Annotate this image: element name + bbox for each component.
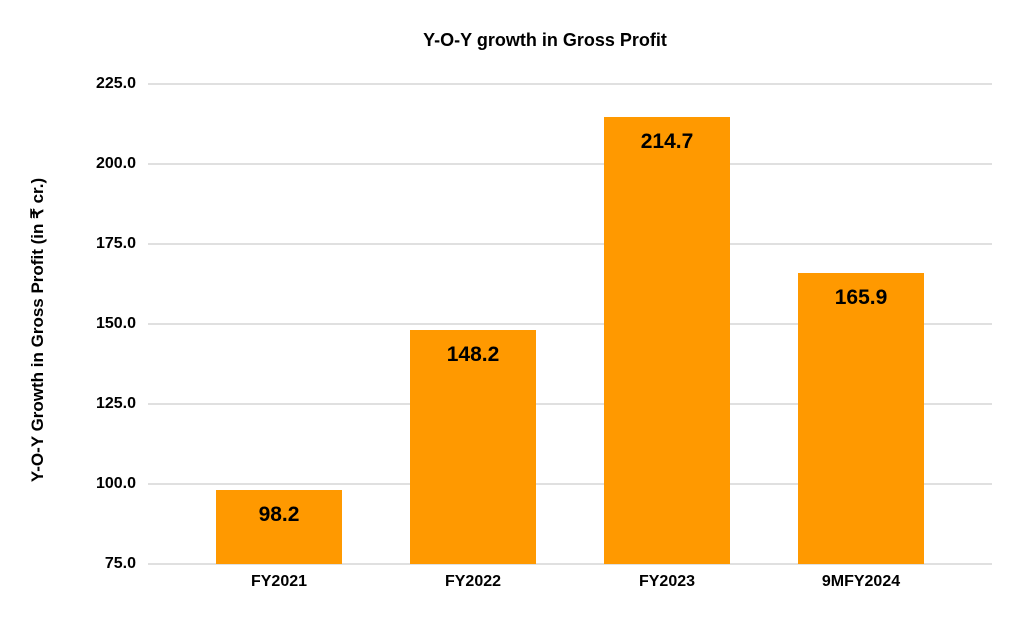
x-axis-category-label: 9MFY2024 (821, 573, 901, 590)
y-axis-tick-label: 100.0 (95, 475, 136, 492)
x-axis-category-label: FY2021 (250, 573, 308, 590)
y-axis-title: Y-O-Y Growth in Gross Profit (in ₹ cr.) (28, 177, 47, 483)
gridline (148, 83, 992, 85)
gridline (148, 403, 992, 405)
y-axis-tick-label: 75.0 (104, 555, 136, 572)
gridline (148, 243, 992, 245)
gridline (148, 563, 992, 565)
y-axis-tick-label: 150.0 (95, 315, 136, 332)
y-axis-tick-label: 175.0 (95, 235, 136, 252)
y-axis-tick-label: 225.0 (95, 75, 136, 92)
bar-value-label: 98.2 (258, 502, 300, 526)
bar-9MFY2024: 165.9 (798, 273, 924, 564)
y-axis-tick-label: 200.0 (95, 155, 136, 172)
bar-FY2022: 148.2 (410, 329, 536, 564)
bar-value-label: 165.9 (834, 286, 888, 310)
gridline (148, 163, 992, 165)
gridline (148, 483, 992, 485)
plot-area: 98.2 148.2 214.7 165.9 (148, 83, 992, 565)
chart-title: Y-O-Y growth in Gross Profit (423, 30, 667, 50)
bar-FY2021: 98.2 (216, 489, 342, 564)
bar-value-label: 214.7 (640, 129, 694, 153)
x-axis-category-label: FY2022 (444, 573, 502, 590)
bar-value-label: 148.2 (446, 342, 500, 366)
y-axis-tick-label: 125.0 (95, 395, 136, 412)
x-axis-category-label: FY2023 (638, 573, 696, 590)
gridline (148, 323, 992, 325)
bar-FY2023: 214.7 (604, 116, 730, 564)
